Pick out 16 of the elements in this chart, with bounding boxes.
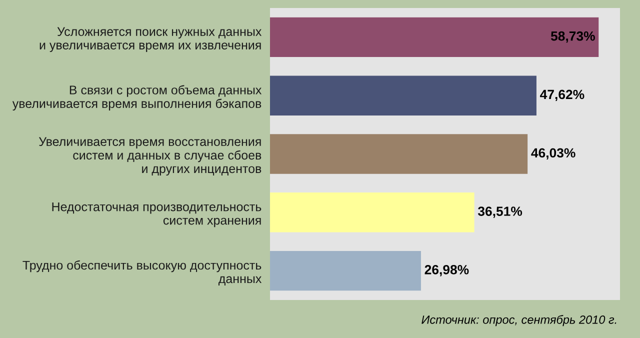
- bar: [270, 76, 536, 116]
- data-label: 47,62%: [540, 90, 584, 102]
- data-label: 26,98%: [424, 265, 469, 276]
- text: Источник: опрос, сентябрь 2010 г.: [422, 315, 616, 326]
- bar: [270, 250, 421, 291]
- bar: [270, 17, 599, 58]
- y-tick-label: В связи с ростом объема данных увеличивается время выполнения бэкапов: [12, 85, 262, 110]
- y-tick-label: Трудно обеспечить высокую доступность данных: [22, 260, 262, 286]
- data-label: 58,73%: [550, 31, 595, 43]
- data-label: 36,51%: [478, 206, 522, 218]
- y-tick-label: Усложняется поиск нужных данных и увеличивается время их извлечения: [40, 27, 262, 52]
- y-tick-label: Увеличивается время восстановления систем и данных в случае сбоев и других инцидентов: [38, 137, 262, 176]
- bar: [270, 192, 474, 232]
- bar: [270, 134, 528, 174]
- y-tick-label: Недостаточная производительность систем хранения: [52, 202, 262, 228]
- data-label: 46,03%: [531, 148, 576, 160]
